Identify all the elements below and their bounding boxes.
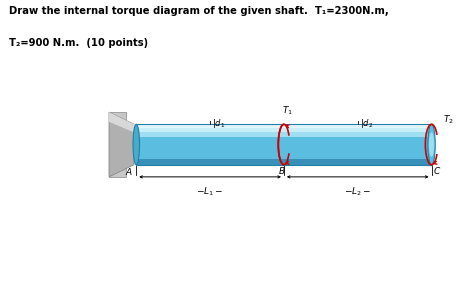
Text: $T_1$: $T_1$ <box>282 105 293 117</box>
Bar <box>137 127 431 138</box>
Text: $-L_1-$: $-L_1-$ <box>197 186 224 198</box>
Text: C: C <box>434 167 440 176</box>
Bar <box>137 124 431 165</box>
Text: B: B <box>279 167 285 176</box>
Text: $|d_2$: $|d_2$ <box>360 117 374 130</box>
Text: $-L_2-$: $-L_2-$ <box>344 186 371 198</box>
Bar <box>109 112 126 177</box>
Polygon shape <box>109 112 134 177</box>
Text: Draw the internal torque diagram of the given shaft.  T₁=2300N.m,: Draw the internal torque diagram of the … <box>9 6 389 16</box>
Text: $|d_1$: $|d_1$ <box>212 117 226 130</box>
Bar <box>137 159 431 165</box>
Text: A: A <box>126 168 132 177</box>
Text: T₂=900 N.m.  (10 points): T₂=900 N.m. (10 points) <box>9 38 148 48</box>
Ellipse shape <box>428 124 435 165</box>
Ellipse shape <box>429 132 434 157</box>
Text: $T_2$: $T_2$ <box>443 114 454 127</box>
Polygon shape <box>109 112 134 132</box>
Bar <box>137 124 431 128</box>
Bar <box>137 125 431 132</box>
Ellipse shape <box>133 124 139 165</box>
Bar <box>137 124 431 165</box>
